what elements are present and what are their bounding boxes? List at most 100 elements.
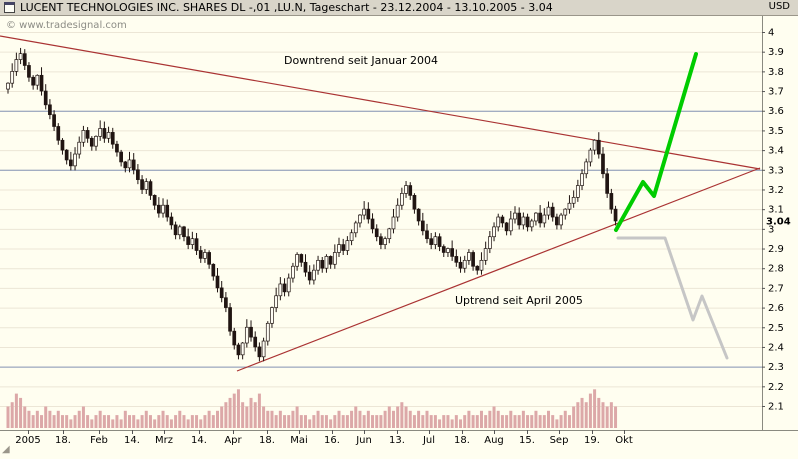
volume-bar	[459, 419, 463, 428]
y-tick-label: 3	[768, 224, 774, 235]
candle-body	[370, 218, 375, 230]
candle-body	[601, 153, 605, 175]
green-scenario-line[interactable]	[614, 52, 698, 232]
volume-bar	[505, 415, 509, 428]
volume-bar	[421, 415, 425, 428]
y-tick-label: 2.7	[768, 283, 784, 294]
candle-body	[270, 307, 274, 324]
x-tick-label: 14.	[124, 435, 140, 446]
volume-bar	[341, 415, 345, 428]
x-tick-label: Feb	[90, 435, 108, 446]
candle-body	[77, 141, 82, 155]
volume-bar	[111, 419, 115, 428]
candle-body	[18, 53, 23, 60]
volume-bar	[584, 402, 588, 428]
candle-body	[387, 228, 392, 240]
x-tick-label: 19.	[584, 435, 600, 446]
chart-title-bar: LUCENT TECHNOLOGIES INC. SHARES DL -,01 …	[0, 0, 798, 16]
candle-body	[56, 126, 61, 141]
volume-bar	[115, 415, 119, 428]
candle-body	[68, 159, 73, 167]
volume-bar	[69, 419, 73, 428]
candle-body	[362, 208, 366, 216]
candle-body	[467, 252, 471, 261]
volume-bar	[442, 415, 446, 428]
candle-body	[374, 228, 379, 238]
volume-bar	[605, 406, 609, 428]
volume-bar	[551, 415, 555, 428]
volume-bar	[542, 415, 546, 428]
volume-bar	[228, 397, 232, 428]
candle-body	[282, 283, 287, 293]
candle-body	[433, 236, 438, 245]
candle-body	[559, 214, 563, 226]
candle-body	[207, 252, 211, 265]
candle-body	[408, 185, 413, 196]
uptrend-line[interactable]	[236, 167, 761, 372]
candle-body	[240, 342, 245, 356]
volume-bar	[576, 402, 580, 428]
x-tick-label: 15.	[519, 435, 535, 446]
volume-bar	[496, 410, 500, 428]
volume-bar	[56, 410, 60, 428]
candle-body	[475, 265, 480, 271]
x-tick-label: 14.	[191, 435, 207, 446]
volume-bar	[232, 393, 236, 428]
candle-body	[253, 336, 258, 348]
candle-body	[420, 220, 425, 232]
volume-bar	[203, 415, 207, 428]
candle-body	[215, 275, 220, 289]
volume-bar	[479, 410, 483, 428]
candle-body	[337, 244, 341, 253]
volume-bar	[601, 402, 605, 428]
volume-bar	[433, 415, 437, 428]
volume-bar	[404, 406, 408, 428]
volume-bar	[517, 415, 521, 428]
volume-bar	[308, 419, 312, 428]
candle-body	[169, 216, 174, 226]
x-tick-label: Mai	[290, 435, 308, 446]
candle-body	[580, 173, 584, 186]
volume-bar	[324, 415, 328, 428]
candle-body	[198, 250, 203, 259]
candle-body	[328, 256, 333, 265]
y-tick-label: 2.8	[768, 264, 784, 275]
currency-label: USD	[768, 1, 790, 12]
candle-body	[110, 132, 115, 145]
volume-bar	[303, 415, 307, 428]
volume-bar	[182, 415, 186, 428]
candle-body	[508, 218, 513, 232]
volume-bar	[316, 410, 320, 428]
volume-bar	[425, 410, 429, 428]
volume-bar	[148, 415, 152, 428]
volume-bar	[132, 415, 136, 428]
candle-body	[454, 256, 459, 263]
gray-scenario-line[interactable]	[616, 236, 729, 360]
volume-bar	[73, 415, 77, 428]
candle-body	[286, 277, 291, 293]
volume-bar	[107, 415, 111, 428]
candle-body	[353, 222, 358, 234]
candle-body	[412, 195, 417, 210]
candle-body	[542, 214, 547, 224]
candle-body	[106, 132, 111, 139]
candle-body	[366, 208, 371, 220]
volume-bar	[429, 415, 433, 428]
volume-bar	[190, 415, 194, 428]
volume-bar	[119, 419, 123, 428]
candle-body	[307, 271, 312, 281]
downtrend-line[interactable]	[0, 35, 761, 170]
candle-body	[98, 128, 103, 137]
candle-body	[521, 216, 526, 226]
volume-bar	[77, 410, 81, 428]
candle-body	[492, 226, 496, 238]
x-tick-label: Aug	[484, 435, 504, 446]
candle-body	[27, 65, 31, 78]
pane-resize-icon[interactable]: ◢	[2, 444, 10, 455]
volume-bar	[530, 415, 534, 428]
volume-bar	[266, 410, 270, 428]
chart-window-icon[interactable]	[4, 2, 15, 13]
candle-body	[416, 208, 421, 222]
volume-bar	[467, 410, 471, 428]
